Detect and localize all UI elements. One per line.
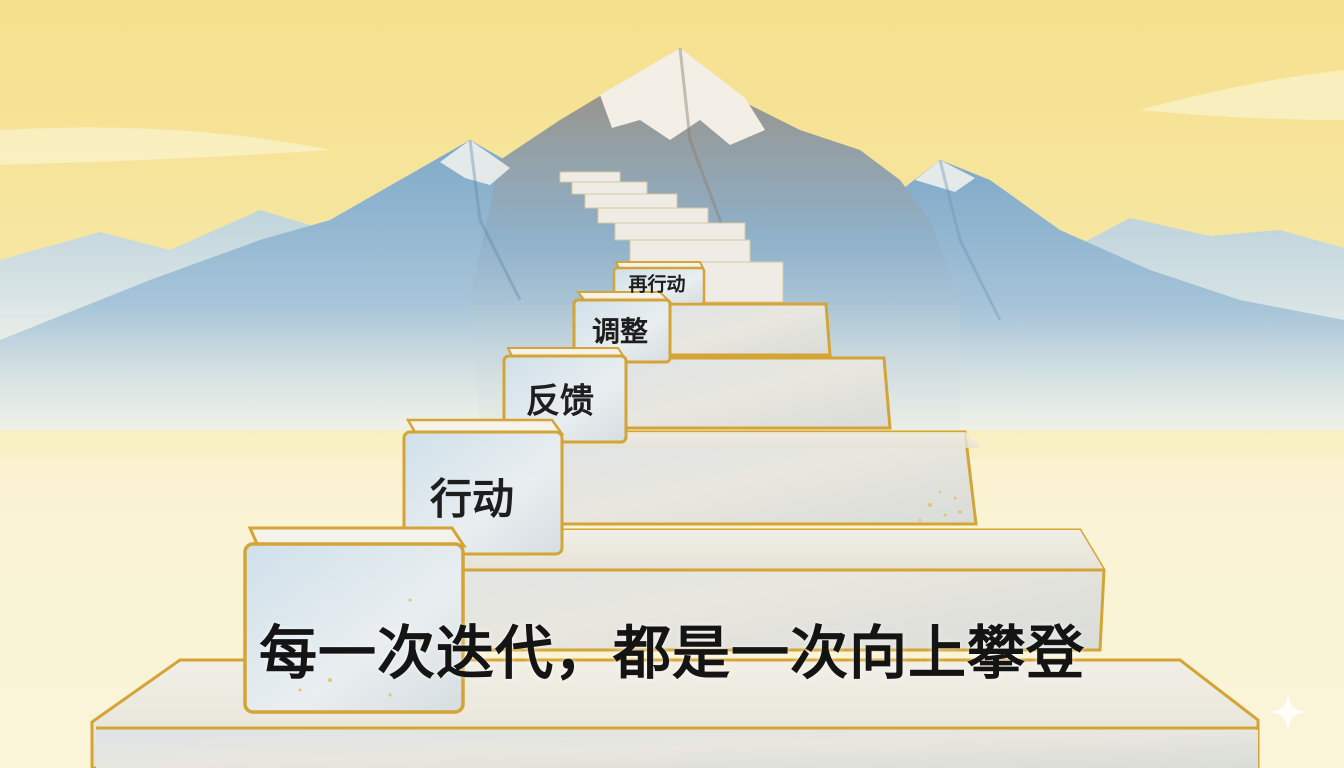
step-label-feedback: 反馈	[526, 381, 594, 422]
cube-base	[243, 526, 467, 714]
cube-step-3	[572, 291, 673, 364]
step-label-adjust: 调整	[591, 315, 649, 348]
sparkle-icon	[1270, 694, 1306, 730]
step-label-action: 行动	[429, 474, 515, 524]
caption-text: 每一次迭代，都是一次向上攀登	[258, 619, 1086, 687]
step-label-act-again: 再行动	[628, 273, 686, 296]
cube-step-1	[402, 418, 565, 556]
